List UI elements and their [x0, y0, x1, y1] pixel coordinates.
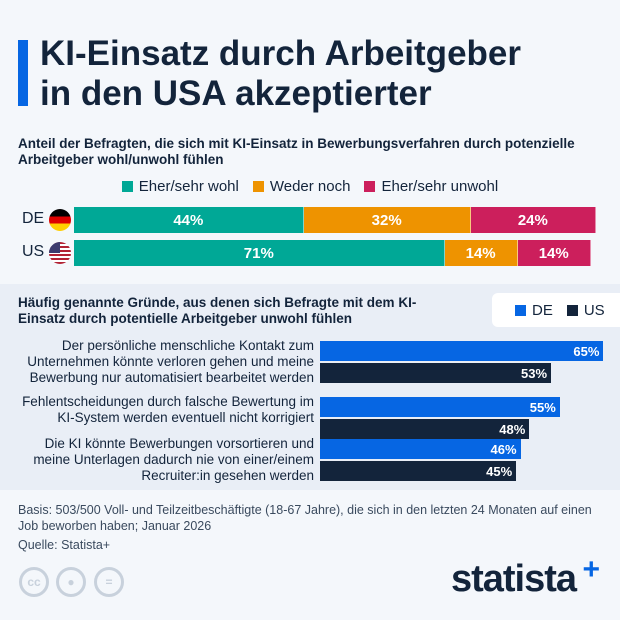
reason-label: Fehlentscheidungen durch falsche Bewertu…	[22, 394, 314, 425]
legend-label: Eher/sehr wohl	[138, 178, 239, 195]
legend-item: DE	[515, 302, 553, 319]
legend-label: Eher/sehr unwohl	[381, 178, 499, 195]
bar: 53%	[320, 363, 552, 383]
bar-segment: 44%	[74, 207, 304, 233]
legend-swatch	[121, 181, 133, 192]
legend-swatch	[515, 304, 526, 316]
bar: 46%	[320, 439, 521, 459]
flag-canton	[49, 242, 60, 253]
bar: 48%	[320, 419, 530, 439]
title-accent-bar	[18, 40, 28, 106]
legend-swatch	[364, 181, 376, 192]
bar-segment: 14%	[517, 240, 591, 266]
legend-swatch	[566, 304, 578, 316]
chart1-subtitle: Anteil der Befragten, die sich mit KI-Ei…	[18, 136, 575, 167]
bar: 45%	[320, 461, 517, 481]
bar-segment: 24%	[470, 207, 596, 233]
title-line-2: in den USA akzeptierter	[40, 74, 432, 113]
footer-source: Quelle: Statista+	[18, 538, 111, 552]
legend-label: Weder noch	[269, 178, 351, 195]
bar: 65%	[320, 341, 604, 361]
bar-segment: 14%	[444, 240, 518, 266]
row-label: DE	[22, 210, 45, 227]
germany-flag-icon	[49, 209, 71, 231]
page-title: KI-Einsatz durch Arbeitgeber in den USA a…	[40, 34, 600, 114]
reason-label: Der persönliche menschliche Kontakt zum …	[27, 338, 314, 385]
legend-item: Weder noch	[252, 178, 351, 195]
bar: 55%	[320, 397, 560, 417]
chart2-legend: DE US	[492, 293, 620, 327]
footer-basis: Basis: 503/500 Voll- und Teilzeitbeschäf…	[18, 503, 592, 533]
legend-swatch	[252, 181, 264, 192]
reason-label: Die KI könnte Bewerbungen vorsortieren u…	[33, 436, 314, 483]
statista-plus-icon: +	[582, 553, 600, 586]
legend-label: US	[583, 301, 605, 319]
cc-no-derivatives-icon[interactable]: =	[94, 567, 124, 597]
legend-label: DE	[532, 301, 553, 319]
chart1-legend: Eher/sehr wohl Weder noch Eher/sehr unwohl	[0, 178, 620, 196]
row-label: US	[22, 243, 45, 260]
bar-segment: 71%	[74, 240, 445, 266]
chart2-subtitle: Häufig genannte Gründe, aus denen sich B…	[18, 295, 417, 326]
bar-segment: 32%	[303, 207, 471, 233]
cc-by-person-icon[interactable]: ●	[56, 567, 86, 597]
usa-flag-icon	[49, 242, 71, 264]
legend-item: US	[566, 301, 605, 319]
title-line-1: KI-Einsatz durch Arbeitgeber	[40, 34, 521, 73]
legend-item: Eher/sehr unwohl	[364, 178, 498, 195]
cc-icon[interactable]: cc	[19, 567, 49, 597]
legend-item: Eher/sehr wohl	[121, 178, 239, 195]
statista-logo[interactable]: statista	[450, 558, 577, 600]
